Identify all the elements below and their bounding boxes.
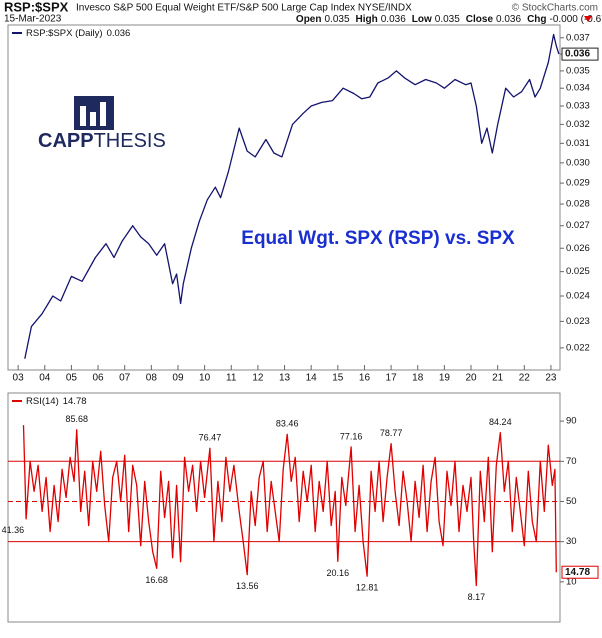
- y-tick-label: 0.022: [566, 342, 590, 353]
- y-tick-label: 0.028: [566, 199, 590, 210]
- logo: CAPPTHESIS: [38, 96, 166, 152]
- value-annotation: 13.56: [236, 581, 259, 591]
- y-tick-label: 0.033: [566, 101, 590, 112]
- plot-frame: [7, 24, 561, 371]
- value-annotation: 84.24: [489, 417, 512, 427]
- y-tick-label: 10: [566, 576, 577, 587]
- y-tick-label: 0.037: [566, 32, 590, 43]
- y-tick-label: 50: [566, 496, 577, 507]
- last-value: 0.036: [565, 49, 590, 60]
- last-value-box: [561, 565, 599, 579]
- x-tick-label: 16: [359, 373, 371, 384]
- source: © StockCharts.com: [512, 3, 598, 14]
- y-tick-label: 0.031: [566, 138, 590, 149]
- x-tick-label: 11: [226, 373, 237, 384]
- logo-bar: [90, 112, 96, 126]
- x-tick-label: 04: [39, 373, 51, 384]
- x-tick-label: 09: [172, 373, 184, 384]
- x-tick-label: 14: [306, 373, 318, 384]
- logo-bar: [80, 106, 86, 126]
- legend-name: RSP:$SPX (Daily): [26, 28, 103, 39]
- x-tick-label: 06: [92, 373, 104, 384]
- quote-label: Close: [466, 14, 494, 25]
- logo-bar: [100, 102, 106, 126]
- y-tick-label: 0.025: [566, 266, 590, 277]
- y-tick-label: 30: [566, 536, 577, 547]
- quote-label: Open: [296, 14, 322, 25]
- plot-frame: [7, 392, 561, 623]
- x-tick-label: 12: [252, 373, 264, 384]
- legend-value: 14.78: [63, 396, 87, 407]
- y-tick-label: 70: [566, 456, 577, 467]
- value-annotation: 16.68: [145, 575, 168, 585]
- logo-part: THESIS: [94, 130, 166, 152]
- value-annotation: 20.16: [327, 568, 350, 578]
- y-tick-label: 0.035: [566, 65, 590, 76]
- x-tick-label: 22: [519, 373, 531, 384]
- x-tick-label: 15: [332, 373, 344, 384]
- quote-value: 0.035: [435, 14, 460, 25]
- x-tick-label: 20: [465, 373, 477, 384]
- logo-text: CAPPTHESIS: [38, 130, 166, 152]
- y-tick-label: 0.032: [566, 119, 590, 130]
- x-tick-label: 17: [386, 373, 398, 384]
- value-annotation: 78.77: [380, 428, 403, 438]
- x-tick-label: 05: [66, 373, 78, 384]
- last-value-box: [561, 47, 599, 61]
- y-tick-label: 90: [566, 416, 577, 427]
- x-tick-label: 19: [439, 373, 451, 384]
- value-annotation: 85.68: [65, 414, 88, 424]
- y-tick-label: 0.029: [566, 178, 590, 189]
- value-annotation: 41.36: [2, 525, 25, 535]
- annotation: Equal Wgt. SPX (RSP) vs. SPX: [241, 228, 515, 249]
- quote-value: 0.036: [496, 14, 521, 25]
- legend-name: RSI(14): [26, 396, 59, 407]
- series-line: [22, 425, 557, 587]
- quote-value: 0.035: [324, 14, 349, 25]
- y-tick-label: 0.026: [566, 243, 590, 254]
- y-tick-label: 0.030: [566, 157, 590, 168]
- quote-value: 0.036: [381, 14, 406, 25]
- legend-value: 0.036: [107, 28, 131, 39]
- last-value: 14.78: [565, 567, 590, 578]
- legend-entry: RSI(14) 14.78: [26, 396, 87, 407]
- y-tick-label: 0.024: [566, 291, 590, 302]
- legend-entry: RSP:$SPX (Daily) 0.036: [26, 28, 130, 39]
- quote-value: -0.000 (-0.67%): [550, 14, 602, 25]
- x-tick-label: 18: [412, 373, 424, 384]
- logo-part: CAPP: [38, 130, 94, 152]
- x-tick-label: 23: [545, 373, 557, 384]
- value-annotation: 12.81: [356, 583, 379, 593]
- value-annotation: 76.47: [199, 433, 222, 443]
- y-tick-label: 0.023: [566, 316, 590, 327]
- y-tick-label: 0.027: [566, 220, 590, 231]
- quote-label: Low: [412, 14, 432, 25]
- date: 15-Mar-2023: [4, 14, 62, 25]
- quote-label: Chg: [527, 14, 546, 25]
- value-annotation: 8.17: [468, 592, 486, 602]
- x-tick-label: 07: [119, 373, 131, 384]
- x-tick-label: 13: [279, 373, 291, 384]
- quote-label: High: [356, 14, 378, 25]
- x-tick-label: 21: [492, 373, 504, 384]
- description: Invesco S&P 500 Equal Weight ETF/S&P 500…: [76, 3, 412, 14]
- x-tick-label: 03: [13, 373, 25, 384]
- y-tick-label: 0.034: [566, 83, 590, 94]
- value-annotation: 77.16: [340, 431, 363, 441]
- x-tick-label: 10: [199, 373, 211, 384]
- series-line: [24, 33, 560, 359]
- down-arrow: [584, 16, 592, 22]
- x-tick-label: 08: [146, 373, 158, 384]
- quote: Open 0.035 High 0.036 Low 0.035 Close 0.036 Chg -…: [296, 14, 602, 25]
- value-annotation: 83.46: [276, 419, 299, 429]
- symbol: RSP:$SPX: [4, 0, 69, 14]
